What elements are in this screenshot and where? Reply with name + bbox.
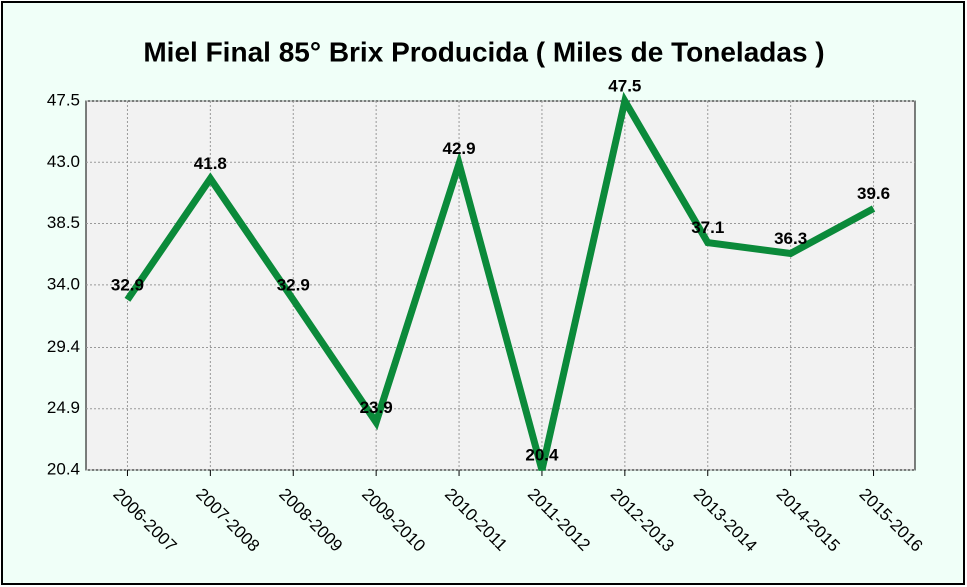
line bbox=[124, 91, 876, 471]
data-label: 39.6 bbox=[857, 184, 890, 203]
y-tick-label: 29.4 bbox=[47, 337, 80, 356]
y-tick-label: 38.5 bbox=[47, 213, 80, 232]
y-tick-label: 43.0 bbox=[47, 152, 80, 171]
data-label: 36.3 bbox=[774, 229, 807, 248]
data-label: 47.5 bbox=[608, 76, 641, 95]
data-label: 23.9 bbox=[360, 398, 393, 417]
data-label: 32.9 bbox=[111, 275, 144, 294]
y-tick-label: 20.4 bbox=[47, 459, 80, 478]
chart-title: Miel Final 85° Brix Producida ( Miles de… bbox=[143, 36, 824, 67]
y-tick-label: 24.9 bbox=[47, 398, 80, 417]
y-tick-label: 47.5 bbox=[47, 90, 80, 109]
plot-area bbox=[85, 100, 916, 471]
data-label: 20.4 bbox=[525, 445, 559, 464]
y-tick-label: 34.0 bbox=[47, 274, 80, 293]
data-label: 42.9 bbox=[443, 139, 476, 158]
data-label: 32.9 bbox=[277, 275, 310, 294]
data-label: 37.1 bbox=[691, 218, 724, 237]
data-label: 41.8 bbox=[194, 154, 227, 173]
